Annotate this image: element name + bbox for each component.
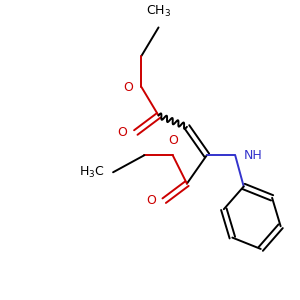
- Text: H$_3$C: H$_3$C: [79, 165, 105, 180]
- Text: O: O: [146, 194, 156, 207]
- Text: O: O: [117, 126, 127, 139]
- Text: O: O: [123, 81, 133, 94]
- Text: O: O: [168, 134, 178, 147]
- Text: NH: NH: [244, 149, 262, 162]
- Text: CH$_3$: CH$_3$: [146, 4, 171, 19]
